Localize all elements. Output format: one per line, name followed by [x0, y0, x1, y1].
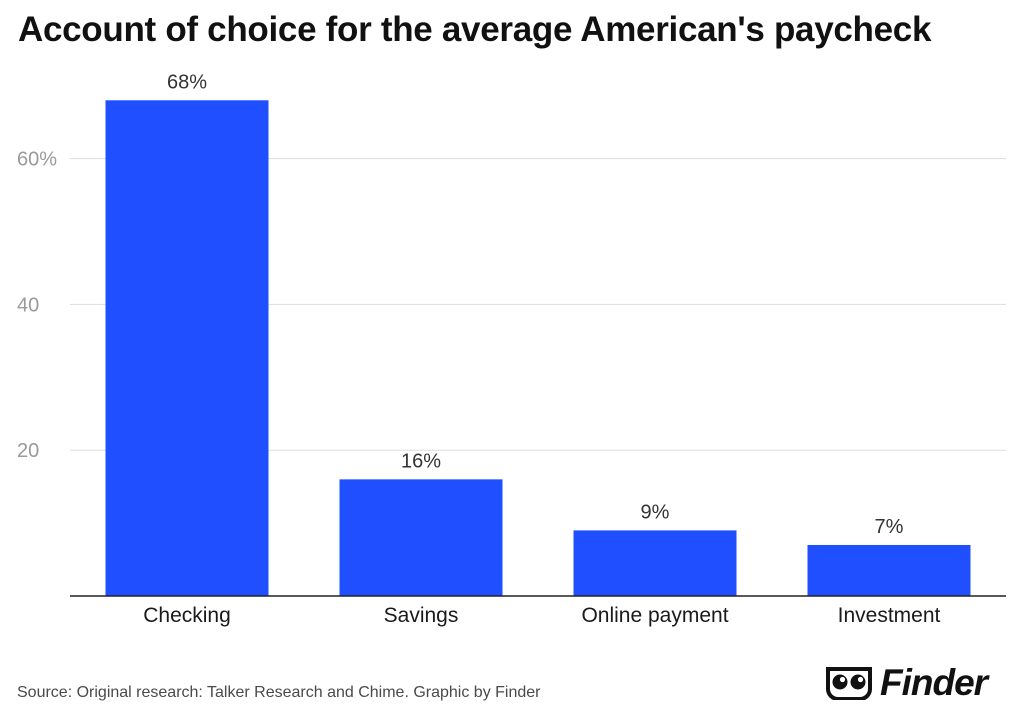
bar-value-label: 16%: [401, 450, 441, 472]
bar: [339, 479, 503, 596]
bar: [105, 100, 269, 596]
x-category-label: Checking: [143, 604, 231, 627]
finder-logo: Finder: [824, 662, 988, 704]
bar: [807, 544, 971, 596]
bar-chart: 68% 16% 9% 7% 20 40 60% Checking Savings Online …: [17, 71, 1006, 627]
x-category-label: Online payment: [581, 604, 728, 627]
bar: [573, 530, 737, 596]
x-category-label: Savings: [384, 604, 459, 627]
brand-name: Finder: [880, 662, 988, 703]
y-tick-label: 60%: [17, 149, 57, 171]
x-category-label: Investment: [838, 604, 941, 627]
bars: [105, 100, 971, 596]
chart-title: Account of choice for the average Americ…: [18, 10, 932, 49]
source-note: Source: Original research: Talker Resear…: [17, 684, 541, 701]
y-tick-label: 40: [17, 294, 39, 316]
eyes-icon: [826, 667, 872, 700]
y-tick-label: 20: [17, 440, 39, 462]
axes: 20 40 60% Checking Savings Online payment Inve…: [17, 149, 1006, 627]
value-labels: 68% 16% 9% 7%: [167, 71, 904, 538]
bar-value-label: 68%: [167, 71, 207, 93]
bar-value-label: 7%: [875, 516, 904, 538]
bar-value-label: 9%: [641, 501, 670, 523]
